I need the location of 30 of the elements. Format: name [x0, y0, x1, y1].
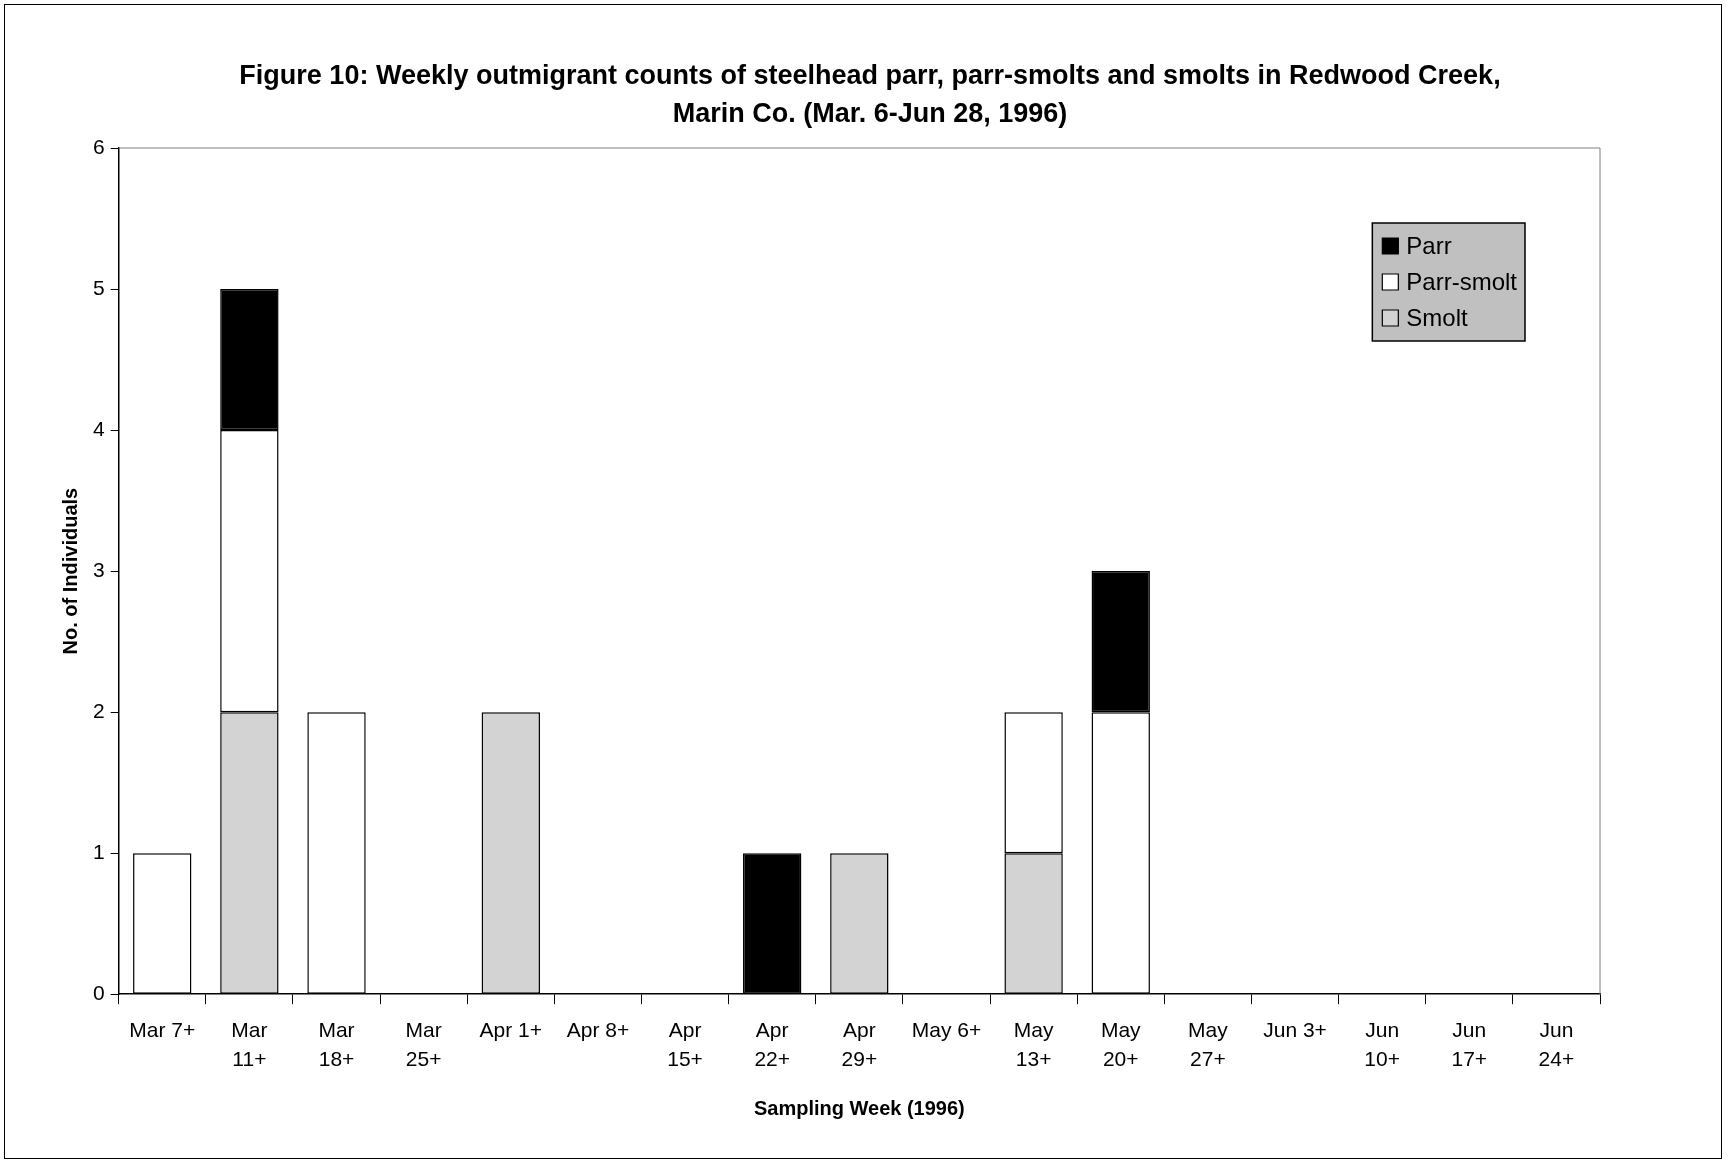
x-tick-label: Jun 17+ — [1451, 1017, 1488, 1071]
x-tick-label: Mar 11+ — [231, 1017, 268, 1071]
legend-label: Parr-smolt — [1406, 267, 1518, 295]
x-tick-label: Mar 18+ — [318, 1017, 355, 1071]
x-axis-title: Sampling Week (1996) — [753, 1096, 965, 1119]
chart-title: Figure 10: Weekly outmigrant counts of steelhead parr, parr-smolts and smolts in Redwood Creek, Marin Co. (Mar. 6-Jun 28, 1996) — [238, 59, 1502, 130]
x-tick-label: Jun 10+ — [1364, 1017, 1400, 1071]
y-tick-label: 5 — [92, 275, 105, 299]
x-tick-label: Apr 15+ — [667, 1017, 703, 1071]
x-tick-label: May 20+ — [1100, 1017, 1142, 1071]
legend-label: Parr — [1406, 231, 1452, 259]
x-tick-label: May 13+ — [1013, 1017, 1054, 1071]
x-tick-label: Apr 1+ — [479, 1017, 543, 1041]
x-tick-label: Apr 8+ — [566, 1017, 630, 1041]
y-tick-label: 1 — [92, 839, 105, 863]
y-tick-label: 2 — [92, 698, 105, 722]
x-tick-label: Apr 29+ — [841, 1017, 878, 1071]
y-tick-label: 0 — [92, 981, 105, 1004]
y-axis-title: No. of Individuals — [58, 487, 81, 655]
legend-label: Smolt — [1406, 303, 1469, 331]
x-tick-label: Jun 3+ — [1263, 1017, 1327, 1041]
x-tick-label: Apr 22+ — [754, 1017, 791, 1071]
x-tick-label: May 27+ — [1188, 1017, 1229, 1071]
x-tick-label: Mar 25+ — [405, 1017, 442, 1071]
y-tick-label: 3 — [92, 557, 105, 581]
y-tick-label: 4 — [92, 416, 105, 440]
y-tick-label: 6 — [92, 134, 105, 158]
x-tick-label: Jun 24+ — [1538, 1017, 1575, 1071]
x-tick-label: Mar 7+ — [129, 1017, 196, 1041]
x-tick-label: May 6+ — [911, 1017, 982, 1041]
